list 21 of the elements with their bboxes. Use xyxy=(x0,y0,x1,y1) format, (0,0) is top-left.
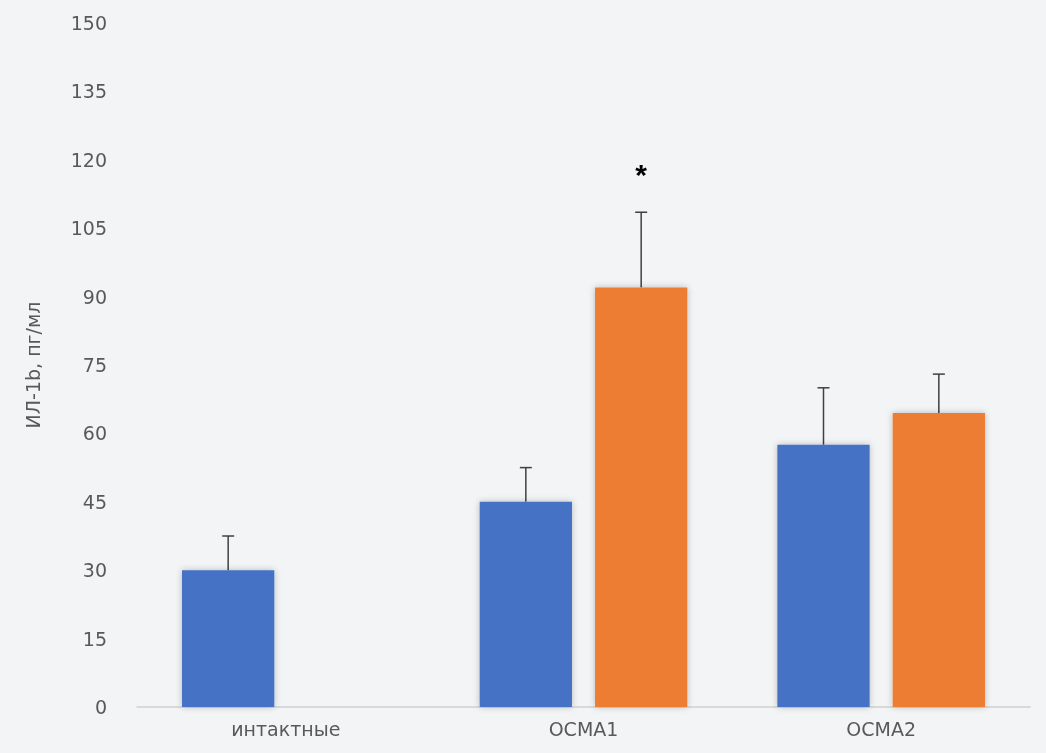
y-tick-label: 150 xyxy=(70,12,107,34)
x-tick-label: интактные xyxy=(231,717,341,740)
x-tick-label: ОСМА1 xyxy=(548,717,619,740)
y-tick-label: 105 xyxy=(70,217,107,240)
y-tick-label: 45 xyxy=(82,490,107,513)
y-tick-label: 90 xyxy=(82,285,107,308)
bar xyxy=(182,570,275,707)
y-tick-label: 30 xyxy=(82,559,107,582)
bar xyxy=(479,501,572,707)
bar xyxy=(595,287,688,707)
y-tick-label: 135 xyxy=(70,80,107,103)
y-tick-label: 120 xyxy=(70,148,107,171)
y-tick-label: 75 xyxy=(82,354,107,376)
annotation: * xyxy=(635,157,648,191)
bar xyxy=(892,412,985,707)
y-tick-label: 15 xyxy=(82,627,107,650)
y-tick-label: 60 xyxy=(82,422,107,445)
bar xyxy=(777,444,870,707)
y-tick-label: 0 xyxy=(94,696,107,718)
y-axis-title: ИЛ-1b, пг/мл xyxy=(21,301,44,429)
x-tick-label: ОСМА2 xyxy=(846,717,917,740)
